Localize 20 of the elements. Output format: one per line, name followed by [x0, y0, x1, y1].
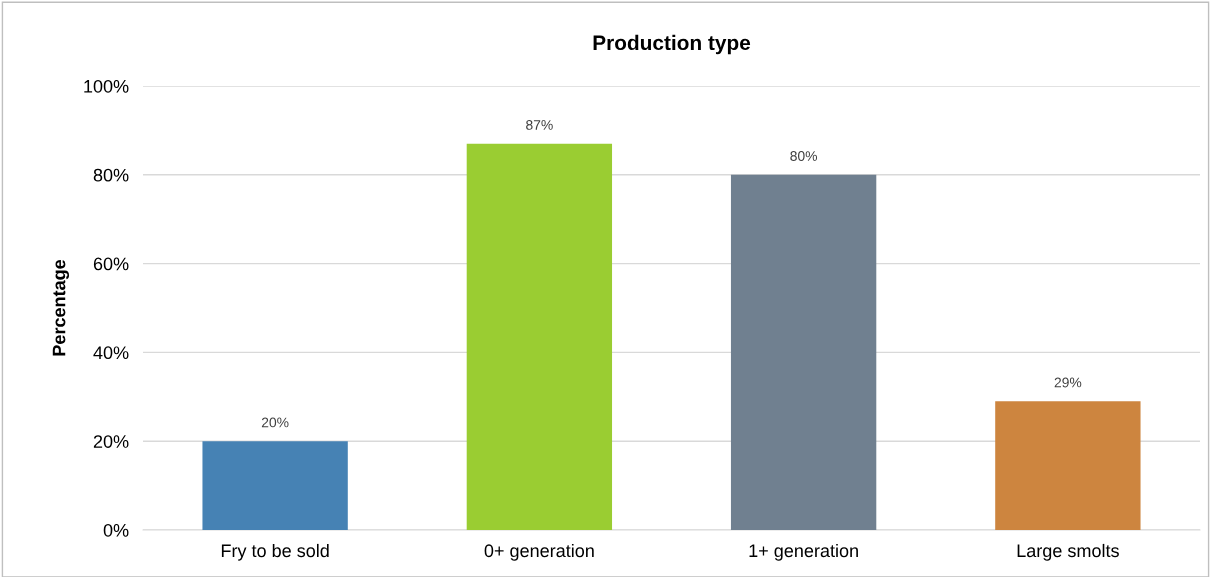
y-axis-title: Percentage — [52, 259, 70, 356]
data-label: 80% — [790, 151, 818, 161]
bar — [730, 174, 877, 530]
y-tick-label: 40% — [93, 346, 129, 360]
chart-title: Production type — [593, 34, 751, 55]
y-tick-label: 60% — [93, 257, 129, 271]
data-label: 20% — [261, 417, 289, 428]
y-tick-label: 80% — [93, 168, 129, 182]
y-tick-label: 100% — [84, 79, 129, 93]
bar — [466, 143, 613, 530]
y-tick-label: 0% — [103, 523, 129, 537]
bar — [995, 401, 1141, 530]
x-tick-label: 1+ generation — [749, 543, 858, 561]
x-tick-label: Large smolts — [1017, 543, 1119, 561]
data-label: 29% — [1054, 377, 1082, 388]
bar — [202, 441, 348, 530]
data-label: 87% — [526, 120, 553, 130]
x-tick-label: 0+ generation — [484, 543, 594, 561]
y-tick-label: 20% — [93, 435, 129, 448]
x-tick-label: Fry to be sold — [221, 543, 329, 561]
